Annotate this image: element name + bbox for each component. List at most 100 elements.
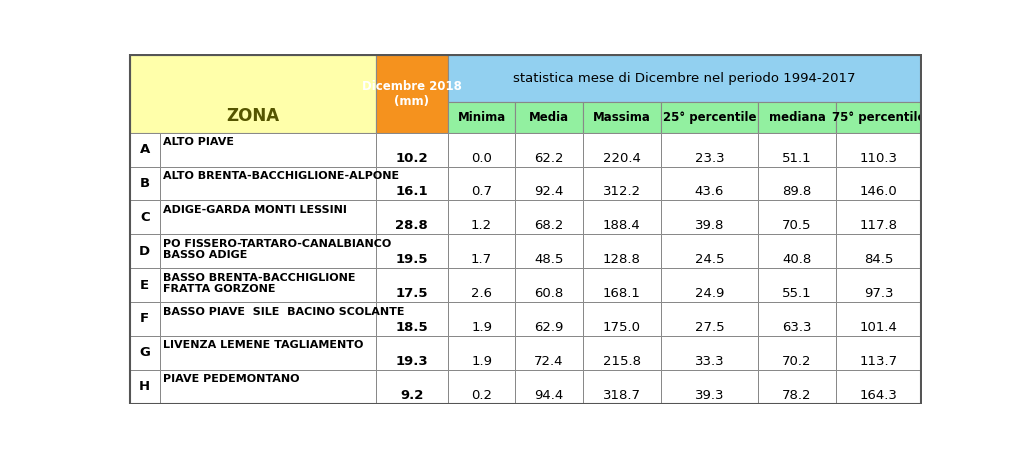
Bar	[583, 167, 660, 200]
Bar	[836, 336, 921, 370]
Text: 312.2: 312.2	[603, 185, 641, 198]
Text: BASSO ADIGE: BASSO ADIGE	[163, 250, 248, 260]
Bar	[160, 167, 376, 200]
Bar	[447, 370, 515, 404]
Bar	[515, 268, 583, 302]
Bar	[836, 370, 921, 404]
Text: 101.4: 101.4	[859, 321, 897, 334]
Text: 0.0: 0.0	[471, 152, 493, 164]
Text: 27.5: 27.5	[694, 321, 724, 334]
Bar	[376, 336, 447, 370]
Text: statistica mese di Dicembre nel periodo 1994-2017: statistica mese di Dicembre nel periodo …	[513, 72, 856, 85]
Text: FRATTA GORZONE: FRATTA GORZONE	[163, 284, 275, 294]
Bar	[836, 200, 921, 234]
Bar	[583, 302, 660, 336]
Bar	[515, 133, 583, 167]
Text: 1.2: 1.2	[471, 219, 493, 232]
Bar	[515, 234, 583, 268]
Bar	[758, 234, 836, 268]
Text: 1.9: 1.9	[471, 321, 493, 334]
Bar	[836, 133, 921, 167]
Text: 1.9: 1.9	[471, 355, 493, 368]
Bar	[515, 200, 583, 234]
Text: 146.0: 146.0	[859, 185, 897, 198]
Bar	[583, 133, 660, 167]
Bar	[160, 200, 376, 234]
Text: 23.3: 23.3	[694, 152, 724, 164]
Bar	[583, 336, 660, 370]
Bar	[160, 234, 376, 268]
Text: ALTO PIAVE: ALTO PIAVE	[163, 137, 234, 147]
Bar	[660, 302, 758, 336]
Text: 62.2: 62.2	[535, 152, 564, 164]
Text: G: G	[139, 346, 151, 360]
Text: 25° percentile: 25° percentile	[663, 111, 756, 124]
Text: 39.8: 39.8	[694, 219, 724, 232]
Text: B: B	[139, 177, 150, 190]
Text: PO FISSERO-TARTARO-CANALBIANCO: PO FISSERO-TARTARO-CANALBIANCO	[163, 239, 391, 249]
Bar	[758, 336, 836, 370]
Bar	[376, 268, 447, 302]
Text: 55.1: 55.1	[782, 287, 812, 300]
Bar	[758, 200, 836, 234]
Bar	[447, 167, 515, 200]
Bar	[758, 302, 836, 336]
Bar	[583, 102, 660, 133]
Text: 89.8: 89.8	[782, 185, 812, 198]
Text: ADIGE-GARDA MONTI LESSINI: ADIGE-GARDA MONTI LESSINI	[163, 205, 347, 215]
Bar	[758, 102, 836, 133]
Bar	[660, 370, 758, 404]
Text: 19.3: 19.3	[395, 355, 428, 368]
Text: 40.8: 40.8	[782, 253, 812, 266]
Bar	[447, 200, 515, 234]
Bar	[515, 370, 583, 404]
Bar	[130, 200, 160, 234]
Text: C: C	[140, 211, 150, 224]
Text: BASSO BRENTA-BACCHIGLIONE: BASSO BRENTA-BACCHIGLIONE	[163, 273, 355, 283]
Bar	[376, 167, 447, 200]
Bar	[447, 268, 515, 302]
Bar	[130, 336, 160, 370]
Text: 48.5: 48.5	[535, 253, 564, 266]
Text: 24.5: 24.5	[694, 253, 724, 266]
Bar	[447, 302, 515, 336]
Bar	[376, 200, 447, 234]
Text: 84.5: 84.5	[864, 253, 893, 266]
Bar	[758, 133, 836, 167]
Bar	[660, 234, 758, 268]
Text: Media: Media	[529, 111, 569, 124]
Bar	[836, 268, 921, 302]
Text: ALTO BRENTA-BACCHIGLIONE-ALPONE: ALTO BRENTA-BACCHIGLIONE-ALPONE	[163, 171, 399, 181]
Text: 0.7: 0.7	[471, 185, 493, 198]
Text: 110.3: 110.3	[859, 152, 897, 164]
Bar	[758, 167, 836, 200]
Bar	[660, 268, 758, 302]
Bar	[660, 167, 758, 200]
Text: ZONA: ZONA	[226, 107, 280, 124]
Text: LIVENZA LEMENE TAGLIAMENTO: LIVENZA LEMENE TAGLIAMENTO	[163, 340, 364, 350]
Bar	[160, 302, 376, 336]
Bar	[583, 268, 660, 302]
Text: 318.7: 318.7	[603, 389, 641, 402]
Text: PIAVE PEDEMONTANO: PIAVE PEDEMONTANO	[163, 374, 300, 385]
Text: 18.5: 18.5	[395, 321, 428, 334]
Bar	[660, 200, 758, 234]
Text: 72.4: 72.4	[535, 355, 564, 368]
Text: 68.2: 68.2	[535, 219, 564, 232]
Text: 19.5: 19.5	[395, 253, 428, 266]
Bar	[160, 133, 376, 167]
Text: Dicembre 2018
(mm): Dicembre 2018 (mm)	[361, 80, 462, 108]
Text: E: E	[140, 279, 150, 291]
Text: F: F	[140, 312, 150, 326]
Bar	[130, 268, 160, 302]
Bar	[660, 336, 758, 370]
Bar	[515, 102, 583, 133]
Bar	[130, 133, 160, 167]
Bar	[447, 102, 515, 133]
Text: 39.3: 39.3	[694, 389, 724, 402]
Text: BASSO PIAVE  SILE  BACINO SCOLANTE: BASSO PIAVE SILE BACINO SCOLANTE	[163, 306, 404, 316]
Bar	[130, 302, 160, 336]
Bar	[160, 336, 376, 370]
Text: 24.9: 24.9	[694, 287, 724, 300]
Text: 97.3: 97.3	[863, 287, 893, 300]
